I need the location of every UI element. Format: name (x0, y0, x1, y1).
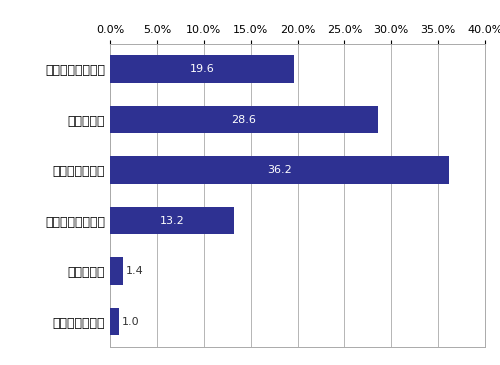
Text: 36.2: 36.2 (268, 165, 292, 175)
Text: 1.4: 1.4 (126, 266, 144, 276)
Text: 13.2: 13.2 (160, 215, 184, 226)
Bar (110, 207, 234, 234)
Text: 28.6: 28.6 (232, 115, 256, 124)
Bar (110, 156, 450, 184)
Bar (110, 308, 120, 335)
Bar (110, 55, 294, 83)
Text: 1.0: 1.0 (122, 316, 140, 327)
Text: 19.6: 19.6 (190, 64, 214, 74)
Bar (110, 257, 123, 285)
Bar (110, 105, 378, 134)
